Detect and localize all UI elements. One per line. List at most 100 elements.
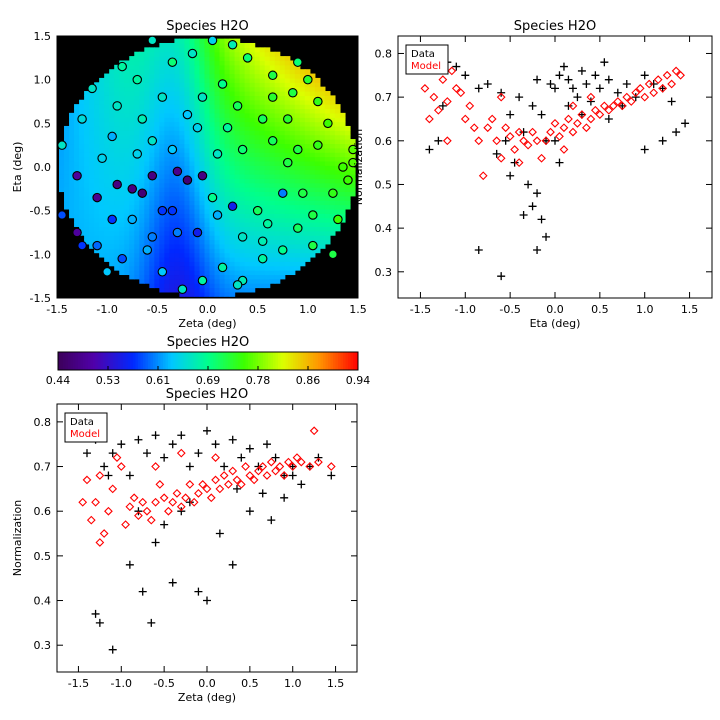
chart-title: Species H2O xyxy=(514,19,596,34)
data-point xyxy=(681,119,690,128)
map-cell xyxy=(254,235,261,241)
map-cell xyxy=(194,173,201,179)
map-cell xyxy=(279,156,286,162)
model-point xyxy=(577,110,587,119)
model-point xyxy=(559,123,569,133)
map-cell xyxy=(174,200,181,206)
data-point xyxy=(177,507,186,516)
data-point xyxy=(672,128,681,137)
map-cell xyxy=(264,230,271,236)
model-point xyxy=(608,101,618,111)
map-cell xyxy=(204,226,211,232)
map-cell xyxy=(319,222,326,227)
map-cell xyxy=(304,125,311,131)
map-cell xyxy=(299,77,306,83)
map-cell xyxy=(219,117,226,123)
map-cell xyxy=(239,86,246,92)
map-cell xyxy=(239,47,246,53)
map-cell xyxy=(219,270,226,276)
model-point xyxy=(138,497,148,507)
map-cell xyxy=(139,51,145,57)
map-cell xyxy=(284,235,291,241)
map-cell xyxy=(214,270,221,276)
map-cell xyxy=(214,108,221,114)
map-cell xyxy=(189,208,196,214)
map-cell xyxy=(319,182,326,188)
y-tick-label: 0.3 xyxy=(375,266,393,279)
map-cell xyxy=(249,265,256,271)
map-cell xyxy=(224,252,231,258)
colorbar-tick-label: 0.44 xyxy=(46,374,71,387)
map-cell xyxy=(259,69,266,75)
map-cell xyxy=(339,125,346,131)
map-cell xyxy=(179,173,186,179)
data-point xyxy=(497,272,506,281)
map-cell xyxy=(294,152,301,158)
model-point xyxy=(456,88,466,98)
model-point xyxy=(425,114,434,124)
data-point xyxy=(604,114,613,123)
map-cell xyxy=(204,95,211,101)
map-cell xyxy=(134,139,140,145)
model-point xyxy=(564,114,573,124)
map-frame xyxy=(56,35,359,299)
colorbar-segment xyxy=(190,352,194,370)
map-cell xyxy=(314,82,321,88)
colorbar-tick-label: 0.53 xyxy=(96,374,121,387)
map-cell xyxy=(219,51,226,57)
map-cell xyxy=(129,108,135,114)
map-cell xyxy=(294,187,301,193)
map-cell xyxy=(269,147,276,153)
map-cell xyxy=(164,117,170,123)
map-cell xyxy=(184,104,191,110)
map-cell xyxy=(349,173,356,179)
map-cell xyxy=(134,143,140,149)
map-cell xyxy=(344,130,351,136)
map-cell xyxy=(79,182,85,188)
model-point xyxy=(640,92,650,102)
map-cell xyxy=(264,173,271,179)
model-point xyxy=(662,70,672,80)
map-cell xyxy=(124,169,130,175)
map-cell xyxy=(254,156,261,162)
map-cell xyxy=(309,139,316,145)
map-cell xyxy=(179,42,186,48)
map-cell xyxy=(329,112,336,118)
map-cell xyxy=(169,42,175,48)
map-cell xyxy=(219,226,226,232)
map-cell xyxy=(254,213,261,219)
map-cell xyxy=(159,160,165,166)
map-cell xyxy=(154,121,160,127)
map-cell xyxy=(144,91,150,96)
map-cell xyxy=(314,222,321,227)
map-cell xyxy=(154,160,160,166)
map-cell xyxy=(249,82,256,88)
data-point xyxy=(649,80,658,89)
map-cell xyxy=(84,112,90,118)
map-cell xyxy=(184,256,191,262)
map-cell xyxy=(239,152,246,158)
map-cell xyxy=(174,91,181,96)
map-cell xyxy=(154,99,160,105)
map-cell xyxy=(239,169,246,175)
map-cell xyxy=(214,134,221,140)
map-cell xyxy=(189,239,196,245)
map-cell xyxy=(124,222,130,227)
map-cell xyxy=(69,130,75,136)
map-cell xyxy=(169,270,175,276)
colorbar-segment xyxy=(135,352,139,370)
map-cell xyxy=(99,108,105,114)
map-cell xyxy=(259,248,266,254)
map-cell xyxy=(269,274,276,280)
map-cell xyxy=(234,169,241,175)
model-point xyxy=(460,114,470,124)
map-cell xyxy=(304,226,311,232)
map-cell xyxy=(69,143,75,149)
map-cell xyxy=(239,173,246,179)
map-cell xyxy=(339,134,346,140)
model-point xyxy=(492,136,502,146)
map-cell xyxy=(129,134,135,140)
map-cell xyxy=(89,191,95,197)
map-cell xyxy=(159,213,165,219)
map-cell xyxy=(119,73,125,79)
